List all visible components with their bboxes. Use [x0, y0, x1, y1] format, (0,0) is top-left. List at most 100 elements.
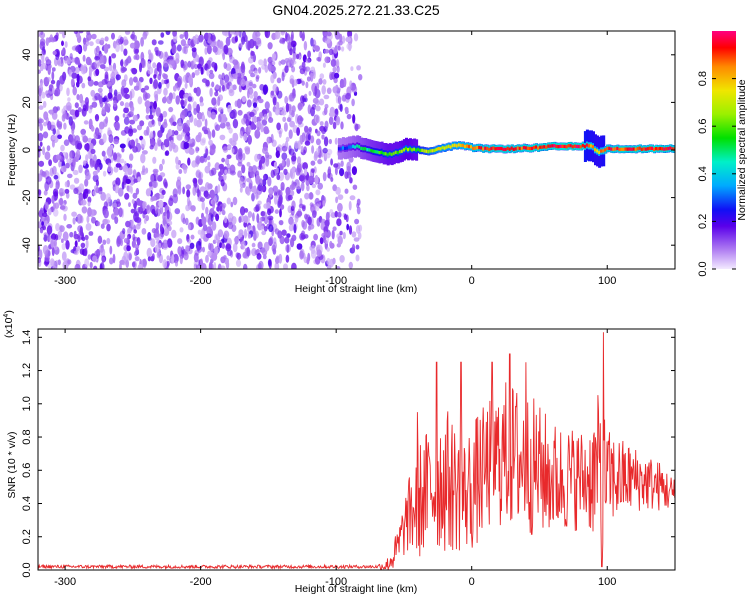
spectrogram-track-core	[378, 151, 382, 155]
spectrogram-noise-cell	[212, 199, 216, 210]
spectrogram-noise-cell	[195, 146, 199, 154]
spectrogram-track-core	[665, 147, 669, 151]
spectrogram-noise-cell	[147, 236, 152, 241]
spectrogram-noise-cell	[93, 81, 99, 86]
spectrogram-noise-cell	[197, 229, 202, 235]
spectrogram-noise-cell	[99, 121, 105, 130]
spectrogram-noise-cell	[278, 130, 282, 138]
spectrogram-noise-cell	[329, 71, 333, 81]
spectrogram-noise-cell	[339, 83, 345, 89]
spectrogram-noise-cell	[315, 138, 321, 146]
spectrogram-noise-cell	[150, 174, 155, 183]
spectrogram-noise-cell	[246, 177, 252, 183]
spectrogram-noise-cell	[210, 35, 216, 41]
spectrogram-noise-cell	[325, 211, 330, 222]
spectrogram-track-core	[429, 149, 433, 153]
spectrogram-noise-cell	[334, 166, 338, 176]
spectrogram-noise-cell	[63, 139, 70, 146]
spectrogram-noise-cell	[292, 43, 296, 54]
spectrogram-track-core	[510, 146, 514, 150]
spectrogram-noise-cell	[267, 208, 272, 216]
spectrogram-noise-cell	[193, 118, 198, 127]
spectrogram-noise-cell	[274, 262, 280, 269]
spectrogram-noise-cell	[341, 46, 345, 52]
spectrogram-noise-cell	[77, 235, 81, 243]
spectrogram-noise-cell	[182, 186, 186, 195]
colorbar-tick-label: 0.0	[697, 261, 709, 276]
spectrogram-noise-cell	[226, 248, 233, 257]
spectrogram-noise-cell	[239, 130, 244, 139]
spectrogram-track-core	[626, 147, 630, 151]
spectrogram-track-core	[374, 150, 378, 154]
spectrogram-noise-cell	[65, 101, 72, 112]
spectrogram-track-core	[356, 144, 360, 148]
spectrogram-noise-cell	[73, 187, 79, 195]
spectrogram-noise-cell	[79, 226, 84, 237]
spectrogram-noise-cell	[122, 113, 126, 118]
spectrogram-noise-cell	[137, 263, 143, 269]
spectrogram-noise-cell	[123, 48, 128, 56]
spectrogram-track-core	[628, 147, 632, 151]
spectrogram-noise-cell	[264, 108, 270, 114]
spectrogram-noise-cell	[317, 158, 323, 165]
spectrogram-noise-cell	[323, 94, 330, 100]
spectrogram-noise-cell	[179, 255, 183, 265]
spectrogram-noise-cell	[120, 59, 124, 67]
spectrogram-noise-cell	[167, 225, 172, 232]
spectrogram-noise-cell	[63, 213, 67, 221]
spectrogram-noise-cell	[87, 254, 92, 260]
spectrogram-track-core	[529, 146, 532, 151]
spectrogram-noise-cell	[283, 263, 288, 269]
spectrogram-noise-cell	[157, 175, 163, 182]
spectrogram-track-core	[504, 147, 508, 152]
spectrogram-noise-cell	[70, 78, 75, 88]
spectrogram-track-core	[512, 147, 516, 151]
spectrogram-noise-cell	[355, 244, 360, 250]
spectrogram-noise-cell	[251, 186, 256, 193]
spectrogram-noise-cell	[258, 178, 264, 186]
spectrogram-noise-cell	[189, 143, 193, 149]
spectrogram-noise-cell	[307, 216, 312, 226]
spectrogram-noise-cell	[253, 116, 257, 124]
spectrogram-noise-cell	[290, 31, 294, 41]
spectrogram-noise-cell	[252, 212, 255, 222]
spectrogram-noise-cell	[322, 62, 326, 68]
spectrogram-noise-cell	[140, 138, 146, 148]
spectrogram-noise-cell	[333, 47, 338, 54]
spectrogram-noise-cell	[187, 103, 192, 113]
spectrogram-noise-cell	[168, 118, 174, 123]
spectrogram-noise-cell	[150, 131, 153, 137]
spectrogram-noise-cell	[152, 180, 158, 189]
spectrogram-noise-cell	[161, 158, 165, 165]
spectrogram-noise-cell	[262, 254, 267, 260]
spectrogram-noise-cell	[322, 79, 327, 85]
spectrogram-noise-cell	[257, 262, 262, 269]
spectrogram-noise-cell	[47, 208, 52, 216]
spectrogram-noise-cell	[324, 56, 331, 64]
spectrogram-noise-cell	[228, 138, 233, 144]
spectrogram-noise-cell	[175, 52, 180, 61]
spectrogram-noise-cell	[312, 210, 317, 219]
spectrogram-noise-cell	[266, 136, 270, 145]
spectrogram-noise-cell	[57, 259, 61, 266]
spectrogram-noise-cell	[262, 84, 269, 95]
spectrogram-noise-cell	[293, 223, 297, 234]
spectrogram-noise-cell	[38, 94, 42, 104]
spectrogram-noise-cell	[272, 96, 277, 106]
spectrogram-noise-cell	[193, 108, 198, 115]
spectrogram-noise-cell	[58, 31, 64, 35]
spectrogram-noise-cell	[250, 51, 255, 56]
spectrogram-noise-cell	[127, 227, 132, 234]
spectrogram-noise-cell	[199, 156, 205, 164]
spectrogram-noise-cell	[208, 139, 214, 146]
spectrogram-noise-cell	[103, 201, 108, 209]
spectrogram-noise-cell	[274, 228, 280, 235]
spectrogram-noise-cell	[262, 146, 268, 154]
spectrogram-noise-cell	[179, 34, 184, 39]
spectrogram-noise-cell	[135, 138, 139, 145]
spectrogram-noise-cell	[153, 170, 158, 176]
spectrogram-noise-cell	[196, 119, 202, 128]
spectrogram-track-core	[425, 149, 429, 153]
spectrogram-noise-cell	[209, 225, 213, 235]
spectrogram-noise-cell	[192, 101, 198, 111]
